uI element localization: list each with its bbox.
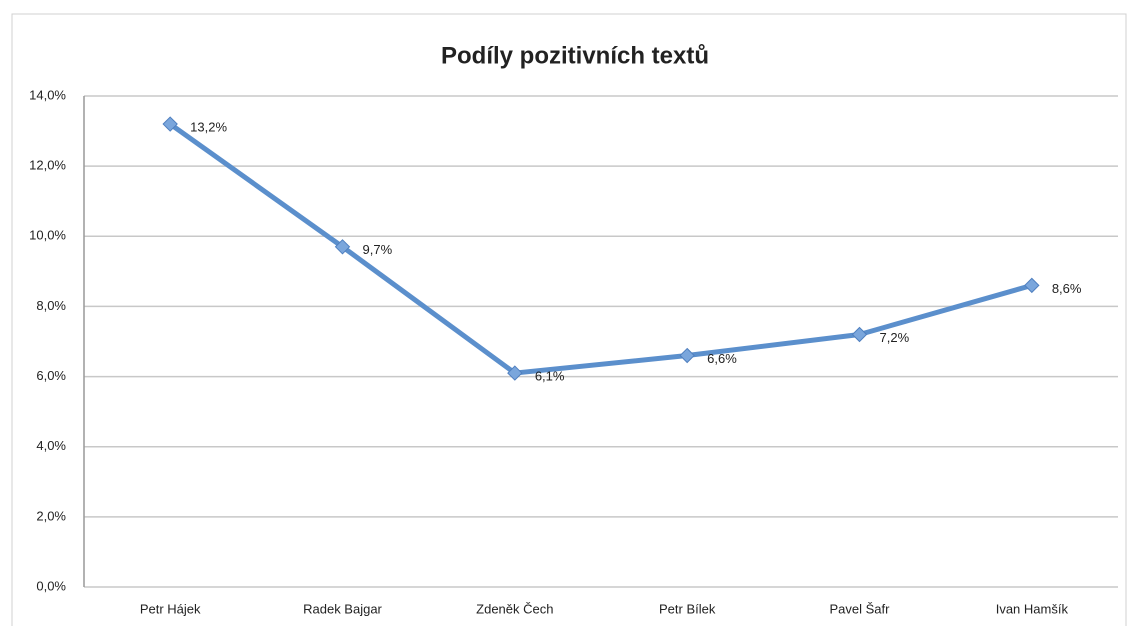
y-tick-label: 0,0% [36,578,66,593]
x-tick-label: Ivan Hamšík [996,601,1069,616]
x-tick-label: Zdeněk Čech [476,601,553,616]
data-label: 8,6% [1052,281,1082,296]
y-tick-label: 12,0% [29,158,66,173]
data-label: 6,6% [707,351,737,366]
chart-frame [11,13,1127,631]
chart-title: Podíly pozitivních textů [441,42,709,69]
data-label: 9,7% [363,242,393,257]
marker [162,116,178,132]
y-tick-label: 8,0% [36,298,66,313]
x-tick-label: Pavel Šafr [830,601,891,616]
data-label: 7,2% [880,330,910,345]
data-label: 13,2% [190,119,227,134]
line [168,122,1033,376]
x-tick-label: Petr Hájek [140,601,201,616]
data-label: 6,1% [535,369,565,384]
marker [334,239,351,255]
marker [679,347,695,364]
x-tick-label: Petr Bílek [659,601,716,616]
x-tick-label: Radek Bajgar [303,601,382,616]
y-tick-label: 10,0% [29,228,66,243]
y-tick-label: 6,0% [36,368,66,383]
marker [507,365,523,381]
y-tick-label: 14,0% [29,87,66,102]
y-tick-label: 2,0% [36,508,66,523]
marker [851,326,868,343]
marker [1024,277,1040,294]
y-tick-label: 4,0% [36,438,66,453]
